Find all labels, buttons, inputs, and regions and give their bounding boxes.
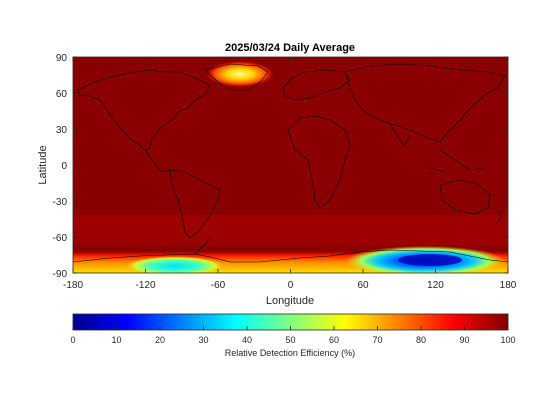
x-tick-label: 0 [288,280,294,291]
colorbar-tick-label: 20 [155,335,165,345]
colorbar-tick-label: 70 [372,335,382,345]
new-zealand-coast [495,209,503,225]
antarctic-peninsula [194,237,211,255]
field-background [73,57,508,273]
colorbar-ticks: 0 10 20 30 40 50 60 70 80 90 100 [70,326,516,345]
x-tick-label: -180 [63,280,83,291]
greenland-coast [204,63,269,91]
y-tick-label: -60 [53,233,68,244]
x-tick-label: 120 [427,280,444,291]
colorbar-tick-label: 60 [329,335,339,345]
greenland-anomaly [206,61,274,87]
central-america-coast [144,149,171,173]
colorbar-tick-label: 90 [459,335,469,345]
africa-coast [287,115,351,209]
x-tick-label: 60 [357,280,369,291]
colorbar: 0 10 20 30 40 50 60 70 80 90 100 Relative Detectio… [70,313,516,358]
x-tick-label: -120 [135,280,155,291]
north-america-coast [77,69,211,151]
colorbar-tick-label: 100 [500,335,515,345]
australia-coast [439,179,491,215]
x-tick-label: 180 [500,280,517,291]
y-tick-label: -90 [53,269,68,280]
india-coast [389,123,411,147]
y-tick-label: 60 [56,89,68,100]
x-tick-label: -60 [211,280,226,291]
y-tick-label: 30 [56,125,68,136]
colorbar-tick-label: 30 [198,335,208,345]
west-antarctica-anomaly [125,256,225,273]
y-axis-label: Latitude [37,145,49,184]
colorbar-tick-label: 10 [111,335,121,345]
x-axis-label: Longitude [266,295,314,307]
south-america-coast [169,169,221,239]
east-antarctica-core [398,254,462,266]
x-axis: -180 -120 -60 0 60 120 180 [63,57,517,291]
y-tick-label: 90 [56,53,68,64]
chart-title: 2025/03/24 Daily Average [225,42,355,54]
asia-coast [344,63,506,143]
coastlines [73,63,508,263]
southeast-asia-islands [429,149,486,173]
colorbar-label: Relative Detection Efficiency (%) [225,348,355,358]
y-axis: 90 60 30 0 -30 -60 -90 [53,53,508,280]
y-tick-label: 0 [61,161,67,172]
colorbar-tick-label: 50 [285,335,295,345]
southern-haze [73,215,508,245]
colorbar-tick-label: 40 [242,335,252,345]
colorbar-tick-label: 80 [416,335,426,345]
antarctica-coast [73,249,508,263]
colorbar-tick-label: 0 [70,335,75,345]
y-tick-label: -30 [53,197,68,208]
map-area [73,57,508,273]
europe-coast [282,69,351,101]
